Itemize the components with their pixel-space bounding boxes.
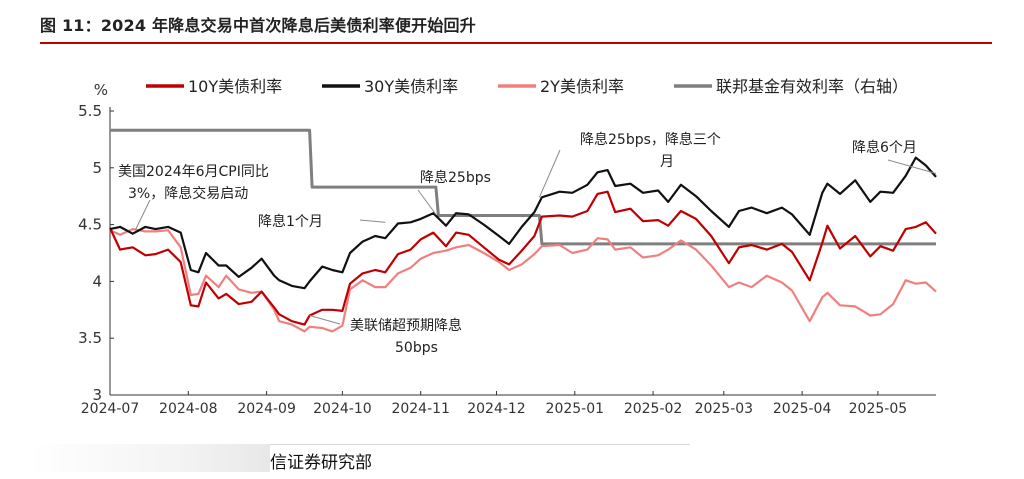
annotation-text: 降息25bps，降息三个: [580, 131, 721, 148]
series-line-10Y: [109, 190, 937, 326]
y-axis: % 3 3.5 4 4.5 5 5.5: [78, 81, 114, 404]
annotation-text: 月: [660, 154, 674, 170]
chart-legend: 10Y美债利率 30Y美债利率 2Y美债利率 联邦基金有效利率（右轴）: [146, 77, 908, 96]
x-axis: 2024-07 2024-08 2024-09 2024-10 2024-11 2024-…: [81, 391, 936, 417]
source-label: 信证券研究部: [270, 453, 372, 473]
series-line-fed: [110, 128, 936, 246]
legend-label-2Y: 2Y美债利率: [540, 77, 624, 96]
figure-title: 图 11：2024 年降息交易中首次降息后美债利率便开始回升: [40, 16, 476, 35]
x-tick-label: 2024-07: [81, 401, 140, 417]
series-lines: [109, 128, 937, 333]
y-tick-label: 5: [92, 159, 102, 177]
series-line-30Y: [109, 156, 937, 290]
annotation-text: 50bps: [395, 340, 438, 356]
x-tick-label: 2025-01: [546, 401, 605, 417]
y-tick-label: 5.5: [78, 102, 102, 120]
source-divider: [270, 444, 690, 445]
legend-label-10Y: 10Y美债利率: [188, 77, 282, 96]
y-tick-label: 3.5: [78, 329, 102, 347]
annotation-text: 3%，降息交易启动: [128, 185, 248, 202]
x-tick-label: 2024-09: [237, 401, 296, 417]
annotation-leader: [887, 159, 937, 174]
annotation-leader: [309, 314, 341, 325]
x-tick-label: 2024-11: [391, 401, 450, 417]
title-divider: [40, 42, 992, 44]
annotation-leader: [359, 219, 386, 223]
annotation-text: 美国2024年6月CPI同比: [118, 164, 269, 180]
x-tick-label: 2025-04: [773, 401, 832, 417]
annotation-leader: [538, 149, 561, 198]
y-tick-label: 4.5: [78, 216, 102, 234]
x-tick-label: 2025-03: [695, 401, 754, 417]
annotation-leader: [134, 199, 151, 231]
annotation-leader: [417, 189, 437, 215]
x-tick-label: 2025-05: [849, 401, 908, 417]
annotation-text: 降息25bps: [420, 169, 491, 186]
x-tick-label: 2024-10: [313, 401, 372, 417]
y-tick-label: 3: [92, 386, 102, 404]
legend-label-30Y: 30Y美债利率: [364, 77, 458, 96]
y-tick-label: 4: [92, 272, 102, 290]
x-tick-label: 2024-12: [467, 401, 526, 417]
series-line-2Y: [109, 228, 937, 333]
source-fade: [30, 444, 270, 472]
annotation-text: 美联储超预期降息: [350, 317, 462, 334]
x-tick-label: 2024-08: [159, 401, 218, 417]
legend-label-fed: 联邦基金有效利率（右轴）: [716, 77, 908, 96]
x-tick-label: 2025-02: [624, 401, 683, 417]
y-axis-unit: %: [94, 81, 108, 99]
annotation-text: 降息1个月: [258, 213, 323, 230]
annotation-text: 降息6个月: [852, 139, 917, 156]
